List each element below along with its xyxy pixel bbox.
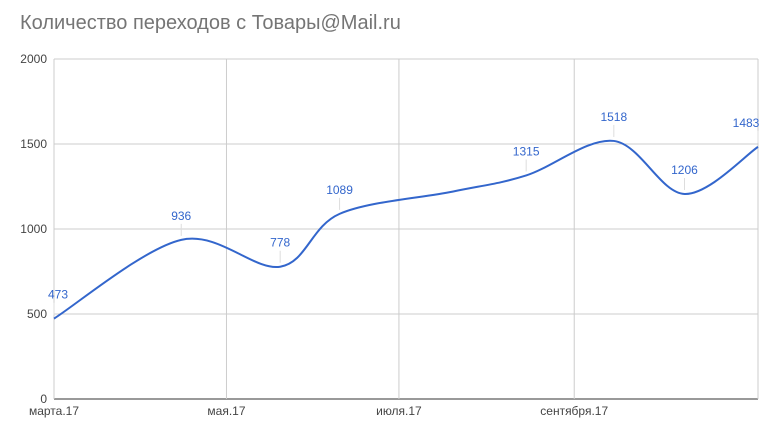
chart-title: Количество переходов с Товары@Mail.ru: [20, 12, 401, 34]
x-tick-label: июля.17: [376, 404, 422, 418]
data-label: 936: [171, 209, 191, 223]
data-label: 1518: [600, 110, 627, 124]
y-tick-label: 2000: [20, 52, 47, 66]
series-line: [53, 139, 759, 320]
data-label: 1315: [513, 144, 540, 158]
data-label: 778: [270, 236, 290, 250]
data-label: 1483: [733, 116, 760, 130]
x-tick-label: сентября.17: [540, 404, 608, 418]
data-label: 1089: [326, 183, 353, 197]
y-tick-label: 0: [40, 392, 47, 406]
y-tick-label: 500: [27, 307, 47, 321]
data-label: 473: [48, 288, 68, 302]
x-tick-label: мая.17: [207, 404, 245, 418]
y-tick-label: 1500: [20, 137, 47, 151]
y-tick-label: 1000: [20, 222, 47, 236]
data-label: 1206: [671, 163, 698, 177]
x-tick-label: марта.17: [29, 404, 79, 418]
